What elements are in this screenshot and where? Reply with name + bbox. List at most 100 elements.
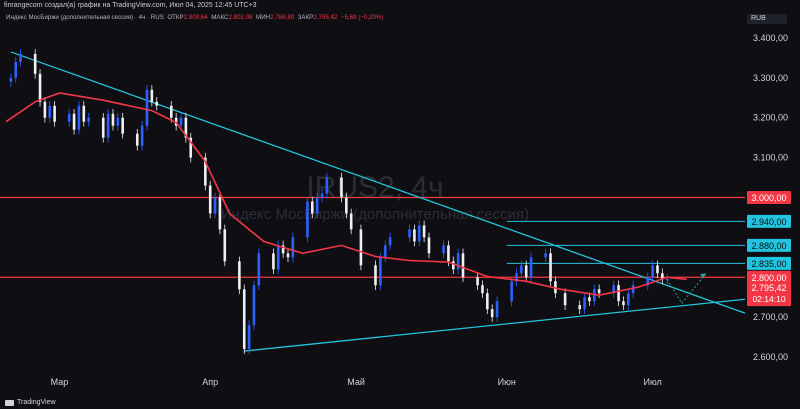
watermark-symbol: IRUS2, 4ч xyxy=(306,171,443,204)
tradingview-wordmark: TradingView xyxy=(17,399,56,406)
price-candle-body xyxy=(170,105,173,118)
currency-badge[interactable]: RUB xyxy=(747,14,787,24)
y-tick-label: 3.200,00 xyxy=(753,113,788,123)
price-candle-body xyxy=(48,105,52,118)
price-candle-body xyxy=(661,273,664,280)
price-candle-body xyxy=(101,117,105,138)
price-candle-body xyxy=(583,297,586,310)
price-candle-body xyxy=(208,185,212,214)
price-candle-body xyxy=(588,297,591,302)
price-candle-body xyxy=(315,197,319,214)
price-candle-body xyxy=(19,53,22,62)
price-candle-body xyxy=(53,105,56,122)
legend-high-value: 2.802,08 xyxy=(228,14,253,21)
legend-close-value: 2.795,42 xyxy=(313,14,338,21)
price-candle-body xyxy=(481,285,484,294)
level-tag-box xyxy=(747,256,791,270)
price-candle-body xyxy=(656,265,659,274)
y-tick-label: 3.400,00 xyxy=(753,33,788,43)
price-candle-body xyxy=(345,197,348,214)
y-tick-label: 2.700,00 xyxy=(753,312,788,322)
price-tag-box xyxy=(747,281,791,307)
price-candle-body xyxy=(72,113,76,130)
price-candle-body xyxy=(14,61,18,78)
price-candle-body xyxy=(549,253,552,282)
price-candle-body xyxy=(179,117,183,126)
price-candle-body xyxy=(495,301,499,318)
price-tag-value: 2.795,42 xyxy=(751,283,786,293)
legend-change: −5,69 (−0,20%) xyxy=(340,14,384,21)
price-candle-body xyxy=(563,293,567,306)
level-tag-box xyxy=(747,214,791,228)
price-candle-body xyxy=(651,265,654,278)
price-candle-body xyxy=(145,89,149,126)
watermark-description: Индекс МосБиржи (дополнительная сессия) xyxy=(221,206,529,223)
level-tag-label: 2.940,00 xyxy=(751,217,786,227)
price-candle-body xyxy=(408,229,411,238)
projection-arrow xyxy=(666,272,707,305)
price-candle-body xyxy=(82,105,86,122)
price-candle-body xyxy=(306,201,309,238)
price-candle-body xyxy=(379,257,382,286)
price-candle-body xyxy=(281,245,285,254)
legend-low-value: 2.788,80 xyxy=(270,14,295,21)
price-candle-body xyxy=(111,113,115,126)
price-candle-body xyxy=(422,225,426,238)
price-candle-body xyxy=(510,281,513,302)
price-candle-body xyxy=(140,125,144,146)
price-series xyxy=(9,49,669,354)
price-candle-body xyxy=(417,225,421,242)
axis-level-tags: 3.000,00 2.940,00 2.880,00 2.835,00 2.800,00… xyxy=(747,191,791,307)
trendline-lower xyxy=(244,298,746,352)
price-candle-body xyxy=(247,325,251,350)
level-tag-label: 2.800,00 xyxy=(751,273,786,283)
price-candle-body xyxy=(597,289,601,294)
tradingview-mark-icon xyxy=(5,399,14,406)
moving-average-line xyxy=(5,92,687,297)
price-candle-body xyxy=(33,53,37,74)
trendlines xyxy=(10,51,746,352)
y-tick-label: 3.300,00 xyxy=(753,73,788,83)
price-axis[interactable]: 2.600,00 2.700,00 3.100,00 3.200,00 3.300,00… xyxy=(753,33,788,362)
price-candle-body xyxy=(189,137,193,158)
price-candle-body xyxy=(106,113,110,138)
price-candle-body xyxy=(38,73,42,102)
y-tick-label: 2.600,00 xyxy=(753,352,788,362)
price-candle-body xyxy=(272,253,275,270)
price-candle-body xyxy=(612,285,616,294)
price-candle-body xyxy=(374,265,377,286)
price-candle-body xyxy=(413,229,416,242)
tradingview-logo[interactable]: TradingView xyxy=(5,399,56,406)
price-candle-body xyxy=(67,113,71,122)
price-candle-body xyxy=(340,177,343,198)
price-candle-body xyxy=(150,89,154,102)
price-chart[interactable]: IRUS2, 4ч Индекс МосБиржи (дополнительна… xyxy=(0,0,800,397)
price-candle-body xyxy=(218,197,222,230)
legend-symbol-name: Индекс МосБиржи (дополнительная сессия) … xyxy=(6,14,164,21)
x-month-label: Мар xyxy=(51,377,69,387)
price-candle-body xyxy=(204,157,207,186)
x-month-label: Апр xyxy=(202,377,218,387)
legend-close-label: ЗАКР xyxy=(297,14,314,21)
price-candle-body xyxy=(325,177,329,194)
trendline-upper xyxy=(10,51,746,314)
level-tag-box xyxy=(747,270,791,284)
price-candle-body xyxy=(427,237,431,254)
legend-low-label: МИН xyxy=(256,14,271,21)
price-candle-body xyxy=(529,257,533,278)
price-candle-body xyxy=(622,301,625,306)
time-axis[interactable]: Мар Апр Май Июн Июл xyxy=(51,377,662,387)
price-candle-body xyxy=(291,237,295,258)
legend-high-label: МАКС xyxy=(211,14,229,21)
price-tag-countdown: 02:14:10 xyxy=(752,294,785,304)
price-candle-body xyxy=(442,245,445,254)
price-candle-body xyxy=(242,289,246,350)
price-candle-body xyxy=(43,101,47,118)
price-candle-body xyxy=(461,253,465,278)
price-candle-body xyxy=(223,229,227,262)
level-tag-label: 2.835,00 xyxy=(751,259,786,269)
x-month-label: Июл xyxy=(643,377,661,387)
price-candle-body xyxy=(631,285,635,294)
price-candle-body xyxy=(646,277,650,286)
price-candle-body xyxy=(257,253,261,286)
